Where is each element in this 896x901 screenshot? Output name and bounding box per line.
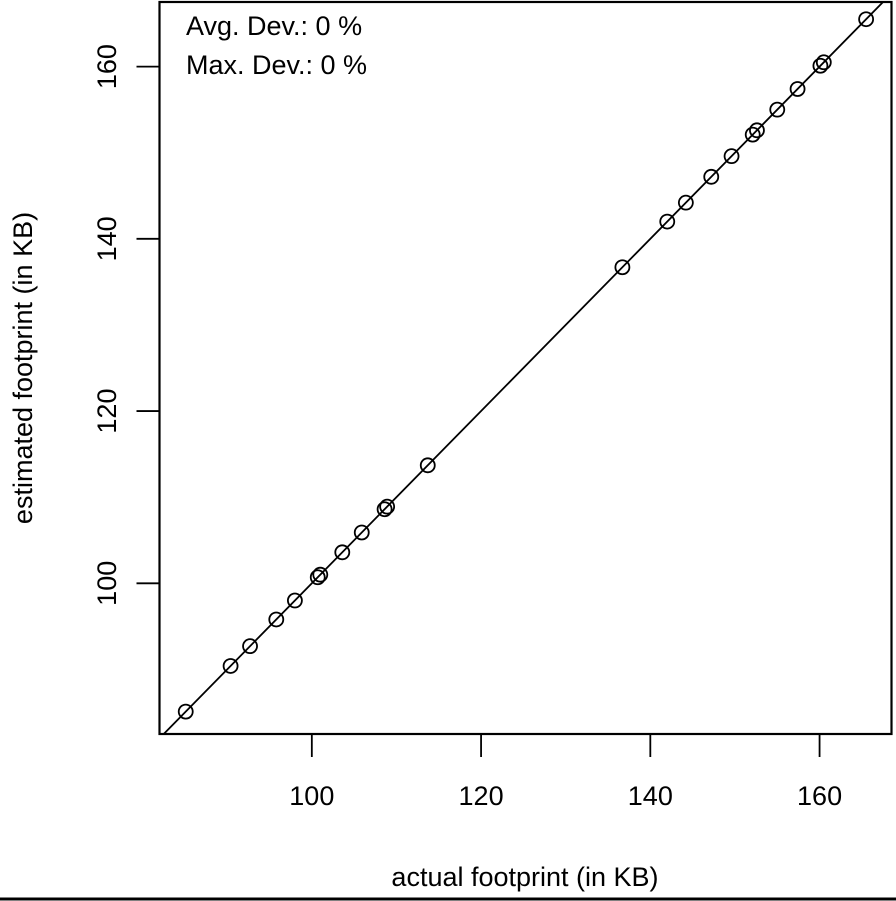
x-tick-label: 120	[459, 781, 504, 811]
avg-dev-annotation: Avg. Dev.: 0 %	[186, 11, 362, 41]
data-point	[312, 566, 329, 583]
data-point	[286, 592, 303, 609]
data-point	[177, 703, 194, 720]
data-point	[723, 148, 740, 165]
data-point	[376, 501, 393, 518]
data-point	[268, 611, 285, 628]
x-tick-label: 160	[797, 781, 842, 811]
plot-frame	[158, 0, 893, 736]
data-point	[419, 457, 436, 474]
y-tick-label: 100	[92, 561, 122, 606]
data-point	[769, 101, 786, 118]
data-point	[677, 194, 694, 211]
identity-line	[163, 1, 884, 735]
x-axis: 100 120 140 160	[289, 734, 842, 811]
y-tick-label: 120	[92, 389, 122, 434]
data-point	[309, 569, 326, 586]
data-point	[744, 126, 761, 143]
y-axis-title: estimated footprint (in KB)	[8, 212, 38, 524]
x-tick-label: 100	[289, 781, 334, 811]
max-dev-annotation: Max. Dev.: 0 %	[186, 50, 367, 80]
data-point	[703, 168, 720, 185]
data-point	[789, 81, 806, 97]
y-tick-label: 140	[92, 216, 122, 261]
y-tick-label: 160	[92, 44, 122, 89]
data-point	[334, 544, 351, 561]
data-point	[659, 213, 676, 230]
data-point	[242, 638, 258, 655]
data-point	[353, 524, 370, 541]
data-point	[812, 57, 829, 74]
data-point	[222, 658, 239, 674]
data-points	[177, 11, 875, 720]
x-axis-title: actual footprint (in KB)	[391, 862, 658, 892]
data-point	[749, 122, 765, 139]
data-point	[858, 11, 875, 28]
y-axis: 100 120 140 160	[92, 44, 160, 606]
data-point	[379, 498, 396, 515]
data-point	[815, 54, 832, 71]
data-point	[614, 259, 631, 276]
x-tick-label: 140	[628, 781, 673, 811]
